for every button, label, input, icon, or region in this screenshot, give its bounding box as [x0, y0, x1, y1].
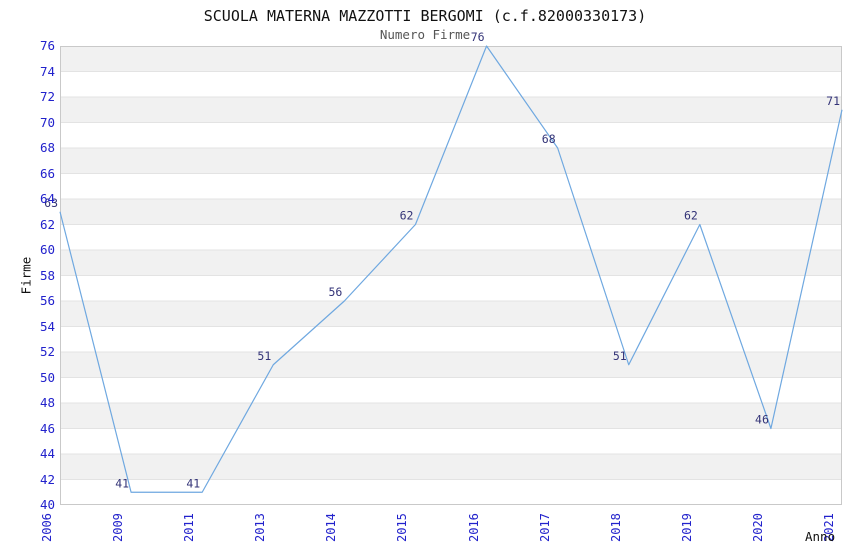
x-tick-label: 2015 — [395, 513, 410, 542]
point-label: 76 — [471, 30, 485, 44]
y-tick-label: 76 — [39, 38, 55, 53]
grid-band — [60, 46, 842, 72]
grid-band — [60, 148, 842, 174]
grid-band — [60, 352, 842, 378]
x-tick-label: 2009 — [111, 513, 126, 542]
x-tick-label: 2016 — [466, 513, 481, 542]
line-series-canvas: 63 41 41 51 56 62 76 68 51 62 46 71 — [44, 30, 843, 505]
y-tick-label: 50 — [39, 369, 55, 385]
series-line — [59, 45, 843, 493]
point-label: 51 — [613, 349, 627, 363]
y-tick-label: 64 — [39, 191, 55, 206]
y-tick-label: 48 — [39, 395, 55, 410]
grid-band — [60, 403, 842, 429]
y-tick-label: 40 — [39, 497, 55, 512]
x-tick-label: 2018 — [608, 513, 623, 542]
y-axis-label: Firme — [18, 256, 34, 295]
x-axis-label: Anno — [805, 529, 836, 544]
x-tick-label: 2011 — [182, 513, 197, 542]
y-tick-label: 68 — [39, 140, 55, 155]
y-tick-label: 62 — [39, 216, 55, 232]
grid-band — [60, 199, 842, 225]
point-label: 51 — [257, 349, 271, 363]
point-label: 68 — [542, 132, 556, 146]
y-tick-label: 44 — [39, 446, 55, 461]
x-tick-label: 2013 — [253, 513, 268, 542]
grid-band — [60, 301, 842, 327]
point-label: 71 — [826, 94, 840, 108]
point-label: 62 — [684, 209, 698, 223]
y-tick-label: 74 — [39, 63, 55, 79]
chart-subtitle: Numero Firme — [379, 27, 471, 42]
point-label: 63 — [44, 196, 58, 210]
chart-title: SCUOLA MATERNA MAZZOTTI BERGOMI (c.f.820… — [203, 7, 647, 25]
y-tick-label: 70 — [39, 114, 55, 130]
x-tick-label: 2019 — [679, 513, 694, 542]
point-label: 62 — [400, 209, 414, 223]
x-tick-label: 2006 — [40, 513, 54, 542]
y-tick-label: 46 — [39, 420, 55, 436]
y-tick-label: 60 — [39, 242, 55, 257]
y-tick-label: 66 — [39, 165, 55, 181]
point-label: 46 — [755, 413, 769, 427]
y-tick-label: 52 — [39, 344, 55, 359]
grid-band — [60, 454, 842, 480]
grid-band — [60, 97, 842, 123]
y-tick-label: 72 — [39, 89, 55, 104]
y-tick-label: 58 — [39, 267, 55, 283]
grid-band — [60, 250, 842, 276]
x-tick-label: 2020 — [750, 513, 765, 542]
point-label: 41 — [186, 476, 200, 490]
y-axis-ticks: 40 42 44 46 48 50 52 54 56 58 60 62 64 66 68 70 72 74 76 — [0, 0, 55, 550]
plot-area: 63 41 41 51 56 62 76 68 51 62 46 71 — [44, 30, 843, 505]
plot-border — [60, 46, 842, 505]
x-tick-label: 2014 — [324, 513, 339, 542]
y-tick-label: 54 — [39, 318, 55, 334]
y-tick-label: 42 — [39, 471, 55, 487]
x-tick-label: 2017 — [537, 513, 552, 542]
y-tick-label: 56 — [39, 293, 55, 308]
point-label: 56 — [329, 285, 343, 299]
point-label: 41 — [115, 476, 129, 490]
